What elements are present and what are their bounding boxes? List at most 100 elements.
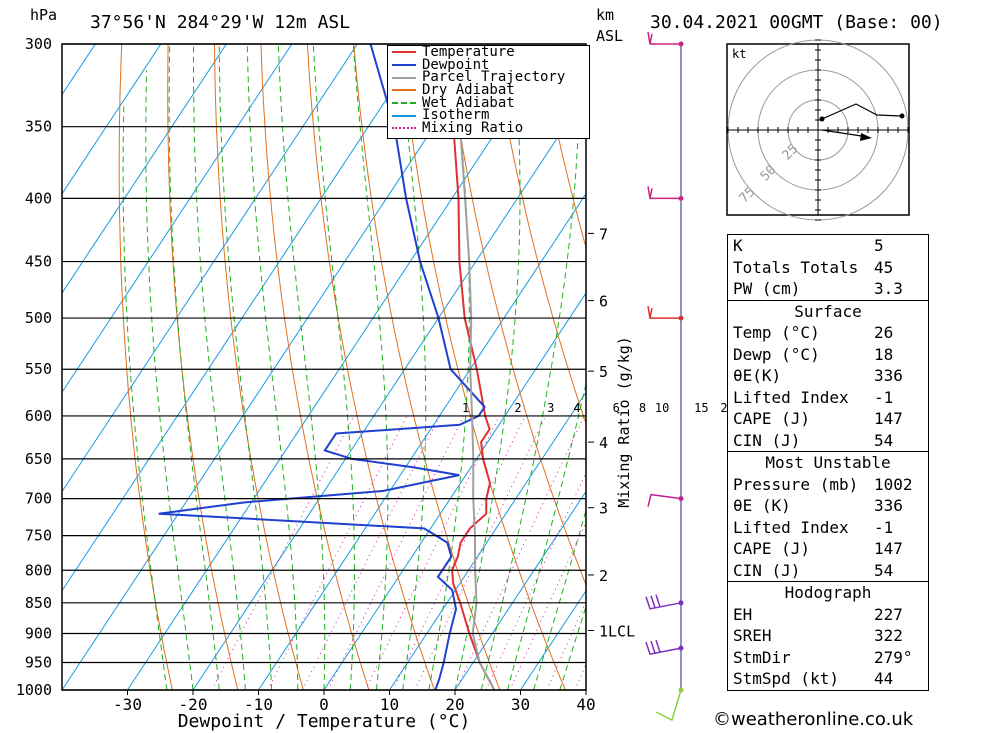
isotherm-line bbox=[454, 490, 586, 690]
pw-label: PW (cm) bbox=[733, 279, 801, 298]
pw-value: 3.3 bbox=[874, 279, 903, 298]
x-tick-label: 10 bbox=[380, 695, 399, 714]
wet-adiabat-line bbox=[312, 44, 355, 690]
legend-label: Dewpoint bbox=[422, 56, 490, 73]
mu-cape-value: 147 bbox=[874, 539, 903, 558]
hodograph-unit-label: kt bbox=[732, 47, 746, 61]
wind-barb bbox=[645, 594, 682, 610]
hodograph-trace bbox=[821, 103, 903, 120]
mixing-ratio-label: 10 bbox=[655, 401, 669, 415]
wet-adiabat-line bbox=[145, 70, 194, 690]
x-tick-label: 20 bbox=[445, 695, 464, 714]
pressure-tick-label: 1000 bbox=[16, 681, 52, 699]
legend-label: Temperature bbox=[422, 44, 515, 60]
legend-label: Dry Adiabat bbox=[422, 82, 515, 99]
wind-barb bbox=[645, 639, 682, 656]
legend-swatch bbox=[392, 64, 416, 67]
mu-li-value: -1 bbox=[874, 517, 894, 537]
isotherm-line bbox=[389, 391, 586, 690]
sreh-label: SREH bbox=[733, 626, 772, 645]
height-tick-label: 6 bbox=[599, 293, 608, 311]
mixing-ratio-label: 3 bbox=[547, 401, 554, 415]
dewpoint-line bbox=[158, 44, 486, 690]
legend-entry: Dewpoint bbox=[388, 56, 589, 73]
eh-value: 227 bbox=[874, 604, 903, 624]
hodograph-end-dot bbox=[899, 113, 905, 119]
dry-adiabat-line bbox=[539, 44, 586, 250]
wet-adiabat-line bbox=[428, 44, 470, 690]
wind-barb bbox=[647, 493, 682, 507]
hodograph-title: Hodograph bbox=[784, 583, 872, 602]
surface-cin-label: CIN (J) bbox=[733, 430, 801, 450]
stmdir-value: 279° bbox=[874, 647, 913, 667]
pressure-tick-label: 700 bbox=[25, 490, 52, 508]
legend-swatch bbox=[392, 89, 416, 92]
mu-cin-label: CIN (J) bbox=[733, 560, 801, 580]
wind-barb bbox=[655, 689, 682, 722]
mixing-ratio-line bbox=[267, 415, 408, 690]
height-tick-label: 1LCL bbox=[599, 622, 635, 640]
mixing-ratio-label: 2 bbox=[514, 401, 521, 415]
k-index-label: K bbox=[733, 236, 743, 255]
dry-adiabat-line bbox=[353, 44, 501, 690]
x-axis-title: Dewpoint / Temperature (°C) bbox=[178, 711, 471, 732]
legend-label: Parcel Trajectory bbox=[422, 69, 566, 86]
mu-cin-value: 54 bbox=[874, 560, 894, 580]
surface-li-value: -1 bbox=[874, 387, 894, 407]
surface-section: Surface Temp (°C) 26 Dewp (°C) 18 θE(K) 336… bbox=[728, 299, 928, 452]
stmspd-label: StmSpd (kt) bbox=[733, 669, 839, 688]
dry-adiabat-line bbox=[957, 44, 1000, 690]
isotherm-line bbox=[192, 93, 586, 690]
mu-cape-label: CAPE (J) bbox=[733, 539, 811, 558]
height-tick-label: 4 bbox=[599, 434, 608, 452]
storm-motion-arrowhead bbox=[860, 133, 872, 141]
legend-label: Wet Adiabat bbox=[422, 94, 515, 111]
height-tick-label: 3 bbox=[599, 500, 608, 518]
wet-adiabat-line bbox=[246, 44, 299, 690]
surface-dewp-label: Dewp (°C) bbox=[733, 344, 820, 364]
pw-row: PW (cm) 3.3 bbox=[728, 278, 928, 300]
isotherm-line bbox=[258, 192, 586, 690]
sreh-value: 322 bbox=[874, 626, 903, 645]
pressure-tick-label: 550 bbox=[25, 360, 52, 378]
storm-motion-arrow bbox=[821, 129, 869, 138]
wet-adiabat-line bbox=[559, 604, 586, 690]
wind-barb bbox=[647, 186, 681, 200]
hodograph-section: Hodograph EH 227 SREH 322 StmDir 279° StmSp… bbox=[728, 581, 928, 690]
mixing-ratio-line bbox=[414, 415, 547, 690]
legend-swatch bbox=[392, 76, 416, 79]
x-tick-label: -30 bbox=[113, 695, 142, 714]
surface-cin-value: 54 bbox=[874, 430, 894, 450]
mixing-ratio-line bbox=[485, 471, 586, 690]
x-tick-label: -20 bbox=[179, 695, 208, 714]
mu-li-label: Lifted Index bbox=[733, 517, 849, 537]
copyright-footer[interactable]: ©weatheronline.co.uk bbox=[713, 709, 914, 730]
wind-barb bbox=[647, 31, 681, 45]
dry-adiabat-line bbox=[492, 44, 586, 425]
wet-adiabat-line bbox=[193, 44, 246, 690]
pressure-tick-label: 850 bbox=[25, 594, 52, 612]
x-tick-label: 30 bbox=[511, 695, 530, 714]
surface-dewp-value: 18 bbox=[874, 344, 894, 364]
wet-adiabat-line bbox=[480, 44, 581, 690]
pressure-tick-label: 300 bbox=[25, 35, 52, 53]
dry-adiabat-line bbox=[306, 44, 435, 690]
surface-cape-label: CAPE (J) bbox=[733, 409, 811, 428]
legend-entry: Mixing Ratio bbox=[388, 121, 589, 135]
mixing-ratio-line bbox=[364, 415, 500, 690]
mu-pressure-label: Pressure (mb) bbox=[733, 474, 859, 494]
legend-entry: Dry Adiabat bbox=[388, 82, 589, 99]
hodograph-start-dot bbox=[819, 116, 825, 122]
surface-temp-label: Temp (°C) bbox=[733, 323, 820, 342]
x-tick-label: -10 bbox=[244, 695, 273, 714]
wet-adiabat-line bbox=[277, 44, 326, 690]
mixing-ratio-label: 4 bbox=[573, 401, 580, 415]
mixing-ratio-line bbox=[455, 415, 585, 690]
pressure-tick-label: 350 bbox=[25, 118, 52, 136]
mu-theta-value: 336 bbox=[874, 496, 903, 515]
legend-swatch bbox=[392, 114, 416, 117]
pressure-tick-label: 750 bbox=[25, 527, 52, 545]
mixing-ratio-line bbox=[509, 521, 586, 690]
height-tick-label: 7 bbox=[599, 225, 608, 243]
